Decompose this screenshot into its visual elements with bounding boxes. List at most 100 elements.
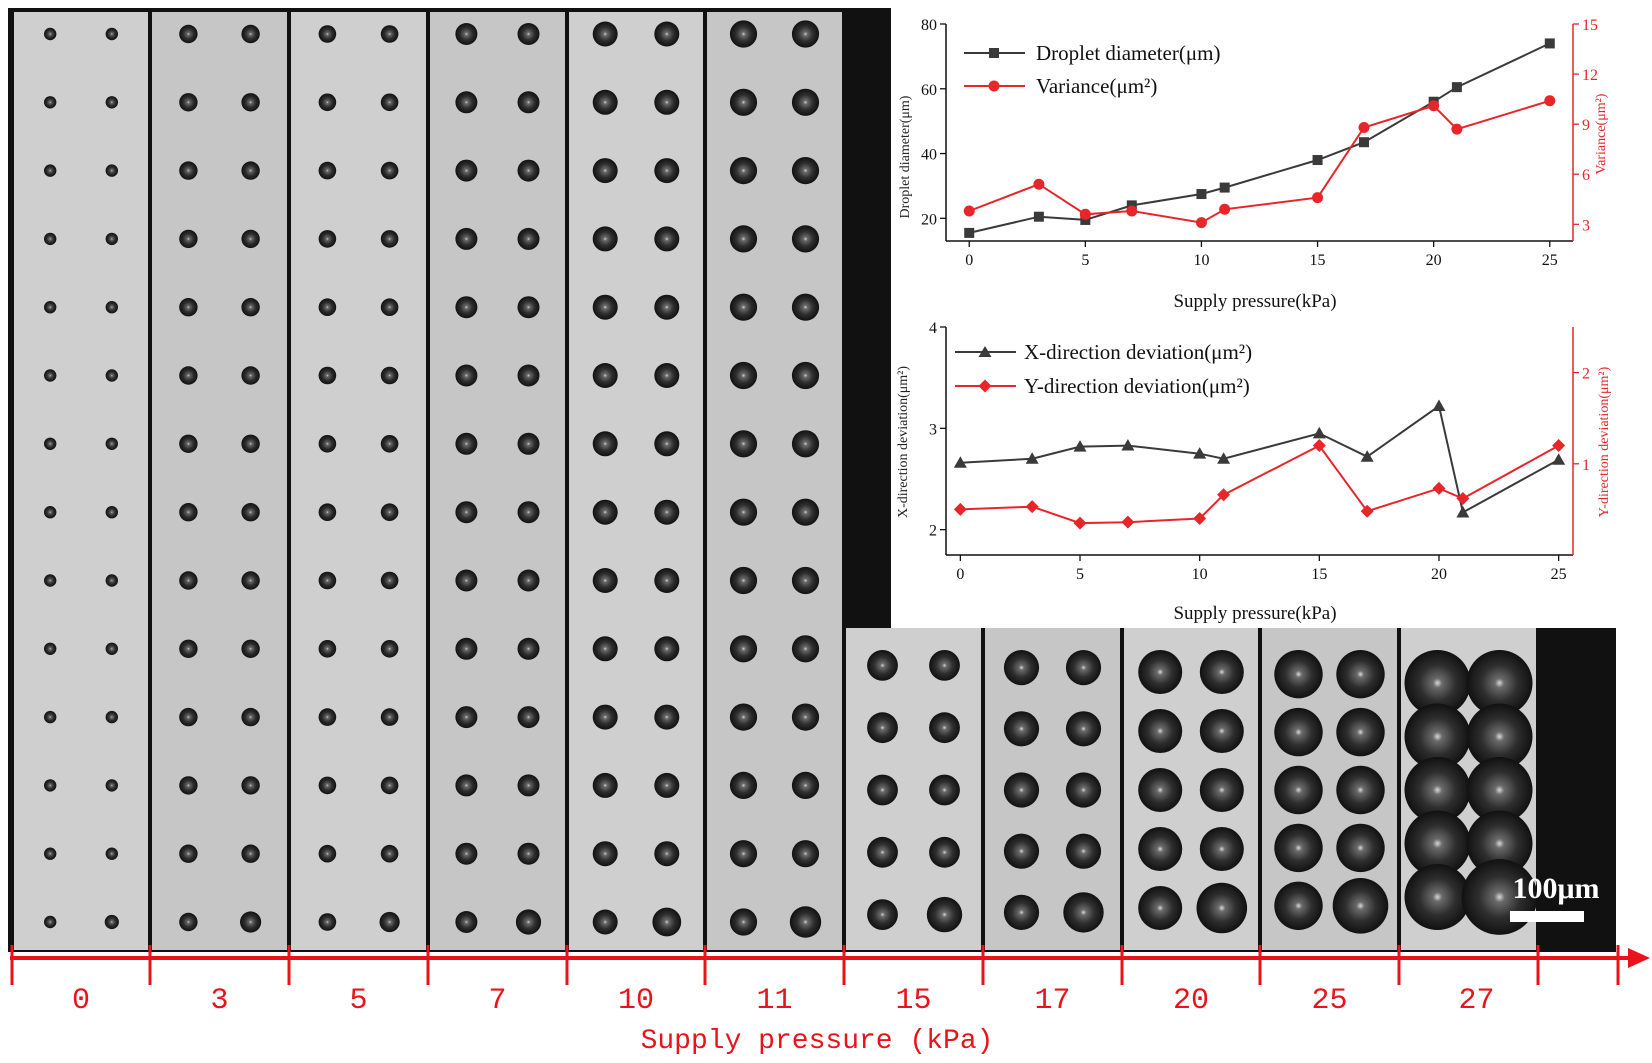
chart2-xtick-label: 15 (1311, 566, 1327, 583)
chart1-point-circle (1428, 100, 1440, 112)
photo-strip-11 (707, 12, 842, 950)
chart1-point-square (1196, 189, 1207, 200)
droplet (654, 226, 680, 252)
droplet (380, 503, 399, 521)
droplet (44, 164, 57, 177)
droplet (926, 896, 963, 933)
droplet (729, 703, 758, 731)
chart2-axes: 0 5 10 15 20 25 2 3 4 1 2 (929, 320, 1590, 583)
droplet (654, 431, 680, 457)
chart1-ytick-label: 80 (921, 17, 937, 34)
chart1-legend-label-variance: Variance(μm²) (1036, 74, 1157, 98)
droplet (592, 568, 618, 593)
droplet (592, 89, 618, 115)
droplet (592, 431, 618, 457)
droplet (929, 774, 960, 806)
droplet (791, 293, 820, 321)
droplet (241, 93, 260, 112)
pressure-tick-label-17: 17 (1034, 984, 1070, 1018)
droplet (44, 369, 57, 382)
chart1-y2label: Variance(μm²) (1594, 93, 1609, 174)
droplet (791, 88, 820, 116)
chart2-point-diamond (1360, 504, 1374, 518)
droplet (517, 774, 540, 797)
droplet (44, 574, 57, 587)
droplet (105, 506, 119, 519)
droplet (1063, 892, 1104, 933)
droplet (380, 161, 399, 180)
droplet (318, 571, 337, 590)
chart1-marks (963, 38, 1556, 238)
chart1-point-square (1219, 182, 1230, 193)
chart2-point-triangle (1456, 505, 1470, 518)
droplet (517, 227, 540, 250)
droplet (455, 159, 478, 182)
droplet (791, 498, 820, 526)
photo-strip-0 (14, 12, 148, 950)
droplet (318, 161, 337, 180)
pressure-tick-label-5: 5 (349, 984, 367, 1018)
chart1-legend-marker-variance (988, 80, 1000, 92)
droplet (592, 499, 618, 525)
chart1-point-circle (1451, 123, 1463, 135)
droplet (241, 298, 260, 317)
droplet (654, 499, 680, 525)
droplet (729, 498, 758, 526)
chart1-point-square (1126, 200, 1137, 211)
droplet (179, 93, 198, 112)
droplet (179, 229, 198, 249)
droplet (1138, 650, 1183, 694)
droplet (455, 364, 478, 387)
droplet (515, 909, 542, 935)
droplet (1404, 703, 1471, 770)
droplet (1466, 650, 1533, 716)
droplet (1138, 709, 1183, 753)
chart1-xtick-label: 15 (1310, 252, 1326, 269)
chart2-marks (953, 399, 1566, 530)
droplet (44, 27, 57, 41)
droplet (1003, 772, 1040, 808)
droplet (729, 225, 758, 253)
droplet (241, 844, 260, 863)
droplet (379, 911, 400, 933)
droplet (241, 366, 260, 385)
chart1-ytick-label: 20 (921, 211, 937, 228)
chart2-point-diamond (953, 502, 967, 516)
chart2-xtick-label: 25 (1551, 566, 1567, 583)
droplet (517, 501, 540, 524)
droplet (104, 914, 119, 930)
droplet (44, 437, 57, 450)
chart2-point-triangle (1552, 453, 1566, 465)
chart1-point-circle (1544, 95, 1556, 107)
chart1-point-circle (1219, 203, 1231, 215)
droplet (44, 915, 57, 929)
droplet (179, 639, 198, 658)
chart2-legend-label-y: Y-direction deviation(μm²) (1024, 374, 1250, 398)
droplet (1138, 768, 1183, 812)
chart2-y2tick-label: 2 (1582, 366, 1590, 383)
chart2-xtick-label: 0 (956, 566, 964, 583)
droplet (318, 913, 337, 931)
droplet (105, 779, 119, 792)
chart1-point-square (1544, 38, 1555, 49)
droplet (654, 704, 680, 730)
droplet (241, 639, 260, 658)
droplet (1466, 703, 1533, 770)
droplet (455, 637, 478, 660)
droplet (455, 774, 478, 797)
droplet (380, 571, 399, 590)
chart2-point-triangle (1312, 426, 1326, 439)
droplet (179, 366, 198, 385)
droplet (791, 20, 820, 48)
droplet (517, 706, 540, 729)
chart1-y2tick-label: 3 (1582, 217, 1590, 234)
pressure-tick-label-11: 11 (756, 984, 792, 1018)
droplet (729, 88, 758, 116)
chart2-point-diamond (1552, 439, 1566, 453)
droplet (729, 566, 758, 595)
chart1-y2tick-label: 9 (1582, 117, 1590, 134)
chart1-point-square (964, 227, 975, 238)
droplet (729, 840, 758, 868)
pressure-tick-label-7: 7 (488, 984, 506, 1018)
chart2-xtick-label: 10 (1192, 566, 1208, 583)
